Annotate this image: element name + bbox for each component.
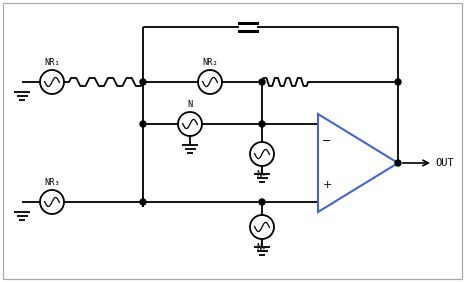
- Circle shape: [395, 79, 401, 85]
- Text: NR₂: NR₂: [202, 58, 218, 67]
- Text: N: N: [187, 100, 193, 109]
- Circle shape: [140, 79, 146, 85]
- Text: N₊: N₊: [257, 243, 267, 252]
- Circle shape: [140, 199, 146, 205]
- Circle shape: [259, 121, 265, 127]
- Text: NR₃: NR₃: [44, 178, 60, 187]
- Circle shape: [259, 79, 265, 85]
- Text: OUT: OUT: [435, 158, 454, 168]
- Text: N₋: N₋: [257, 170, 267, 179]
- FancyBboxPatch shape: [3, 3, 462, 279]
- Text: −: −: [322, 136, 332, 146]
- Text: NR₁: NR₁: [44, 58, 60, 67]
- Circle shape: [140, 121, 146, 127]
- Text: +: +: [322, 180, 332, 190]
- Circle shape: [395, 160, 401, 166]
- Circle shape: [259, 199, 265, 205]
